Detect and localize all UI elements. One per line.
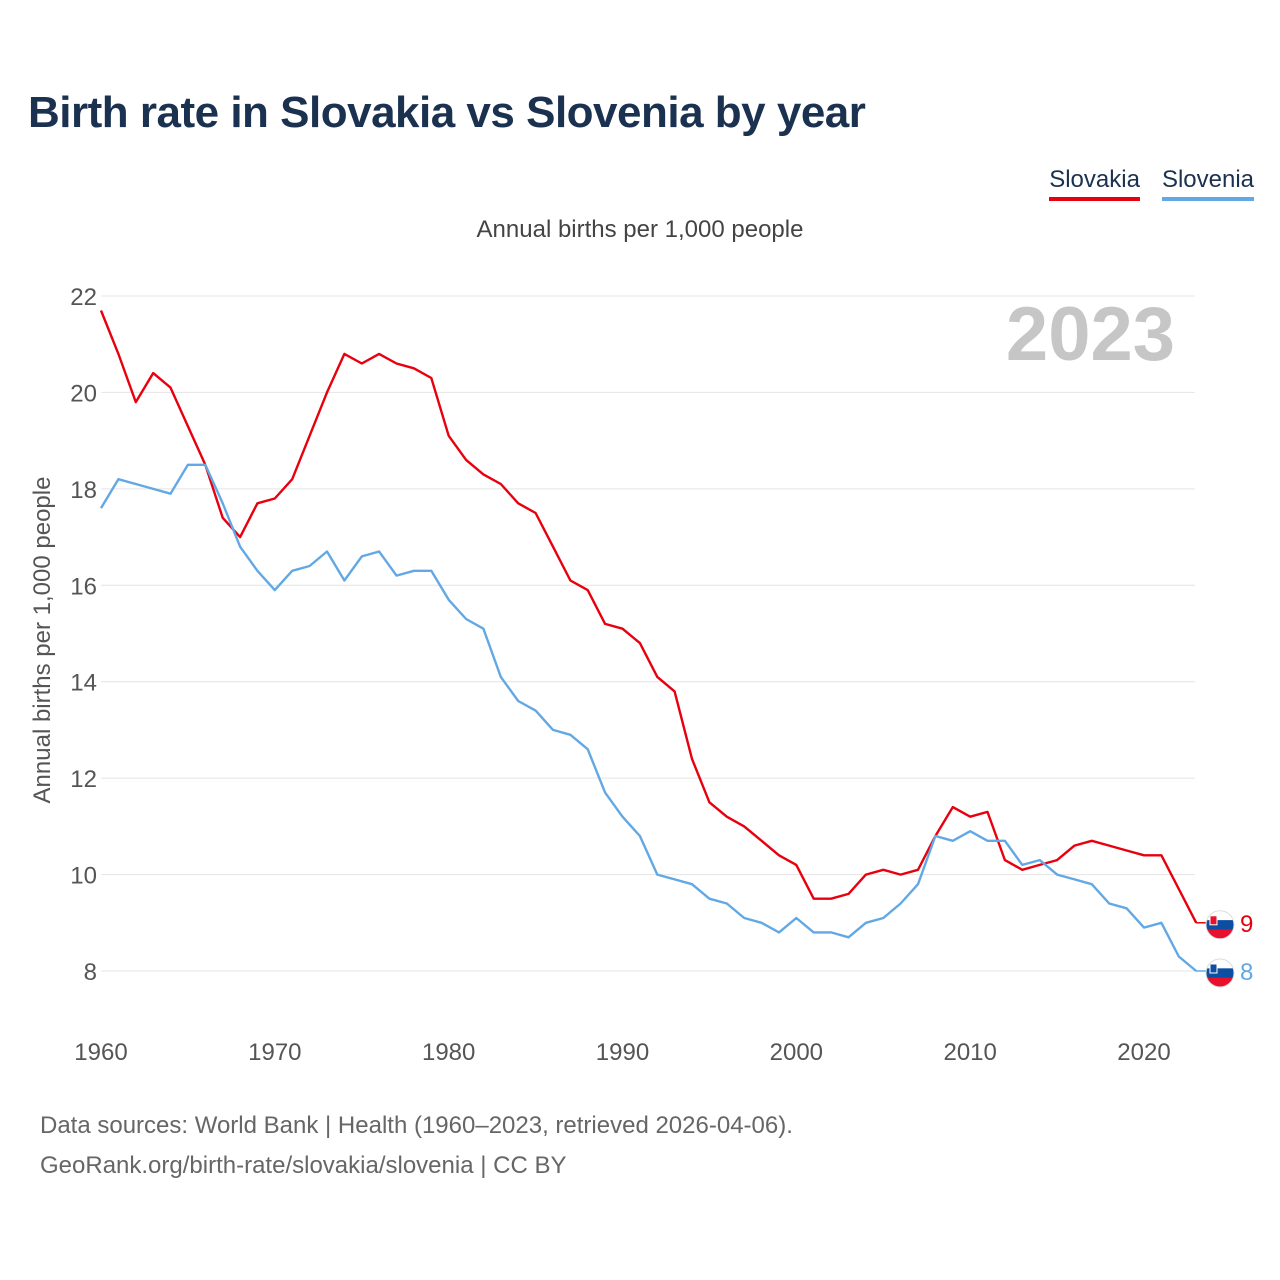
y-tick-label: 10 xyxy=(70,863,97,890)
end-value-label-slovenia: 8 xyxy=(1240,959,1253,986)
x-tick-label: 2020 xyxy=(1117,1039,1170,1066)
y-tick-label: 22 xyxy=(70,284,97,311)
y-tick-label: 16 xyxy=(70,573,97,600)
y-tick-label: 18 xyxy=(70,477,97,504)
flag-icon-slovenia xyxy=(1206,959,1234,987)
y-tick-label: 14 xyxy=(70,670,97,697)
series-line-slovenia xyxy=(99,463,1197,972)
x-tick-label: 1960 xyxy=(74,1039,127,1066)
series-line-slovakia xyxy=(99,310,1198,924)
year-watermark: 2023 xyxy=(1006,292,1175,377)
footer: Data sources: World Bank | Health (1960–… xyxy=(40,1106,793,1186)
credit-link[interactable]: GeoRank.org/birth-rate/slovakia/slovenia… xyxy=(40,1152,567,1179)
legend: Slovakia Slovenia xyxy=(1049,166,1254,201)
y-tick-label: 12 xyxy=(70,766,97,793)
end-value-label-slovakia: 9 xyxy=(1240,911,1253,938)
flag-ring xyxy=(1205,910,1235,940)
x-tick-label: 1990 xyxy=(596,1039,649,1066)
data-source-note: Data sources: World Bank | Health (1960–… xyxy=(40,1112,793,1139)
legend-item-slovenia[interactable]: Slovenia xyxy=(1161,166,1254,201)
x-tick-label: 2010 xyxy=(943,1039,996,1066)
chart-subtitle: Annual births per 1,000 people xyxy=(476,216,804,243)
flag-ring xyxy=(1205,958,1235,988)
chart-title: Birth rate in Slovakia vs Slovenia by ye… xyxy=(28,88,866,137)
y-tick-label: 20 xyxy=(70,380,97,407)
y-tick-label: 8 xyxy=(84,959,97,986)
flag-icon-slovakia xyxy=(1206,910,1234,939)
x-tick-label: 1970 xyxy=(248,1039,301,1066)
legend-item-slovakia[interactable]: Slovakia xyxy=(1049,166,1140,201)
x-tick-label: 2000 xyxy=(770,1039,823,1066)
x-tick-label: 1980 xyxy=(422,1039,475,1066)
line-chart: 8 10 12 14 16 18 20 22 1960 1970 1980 1990 2000 2010 2… xyxy=(29,284,1253,1066)
y-axis-label: Annual births per 1,000 people xyxy=(29,477,56,804)
